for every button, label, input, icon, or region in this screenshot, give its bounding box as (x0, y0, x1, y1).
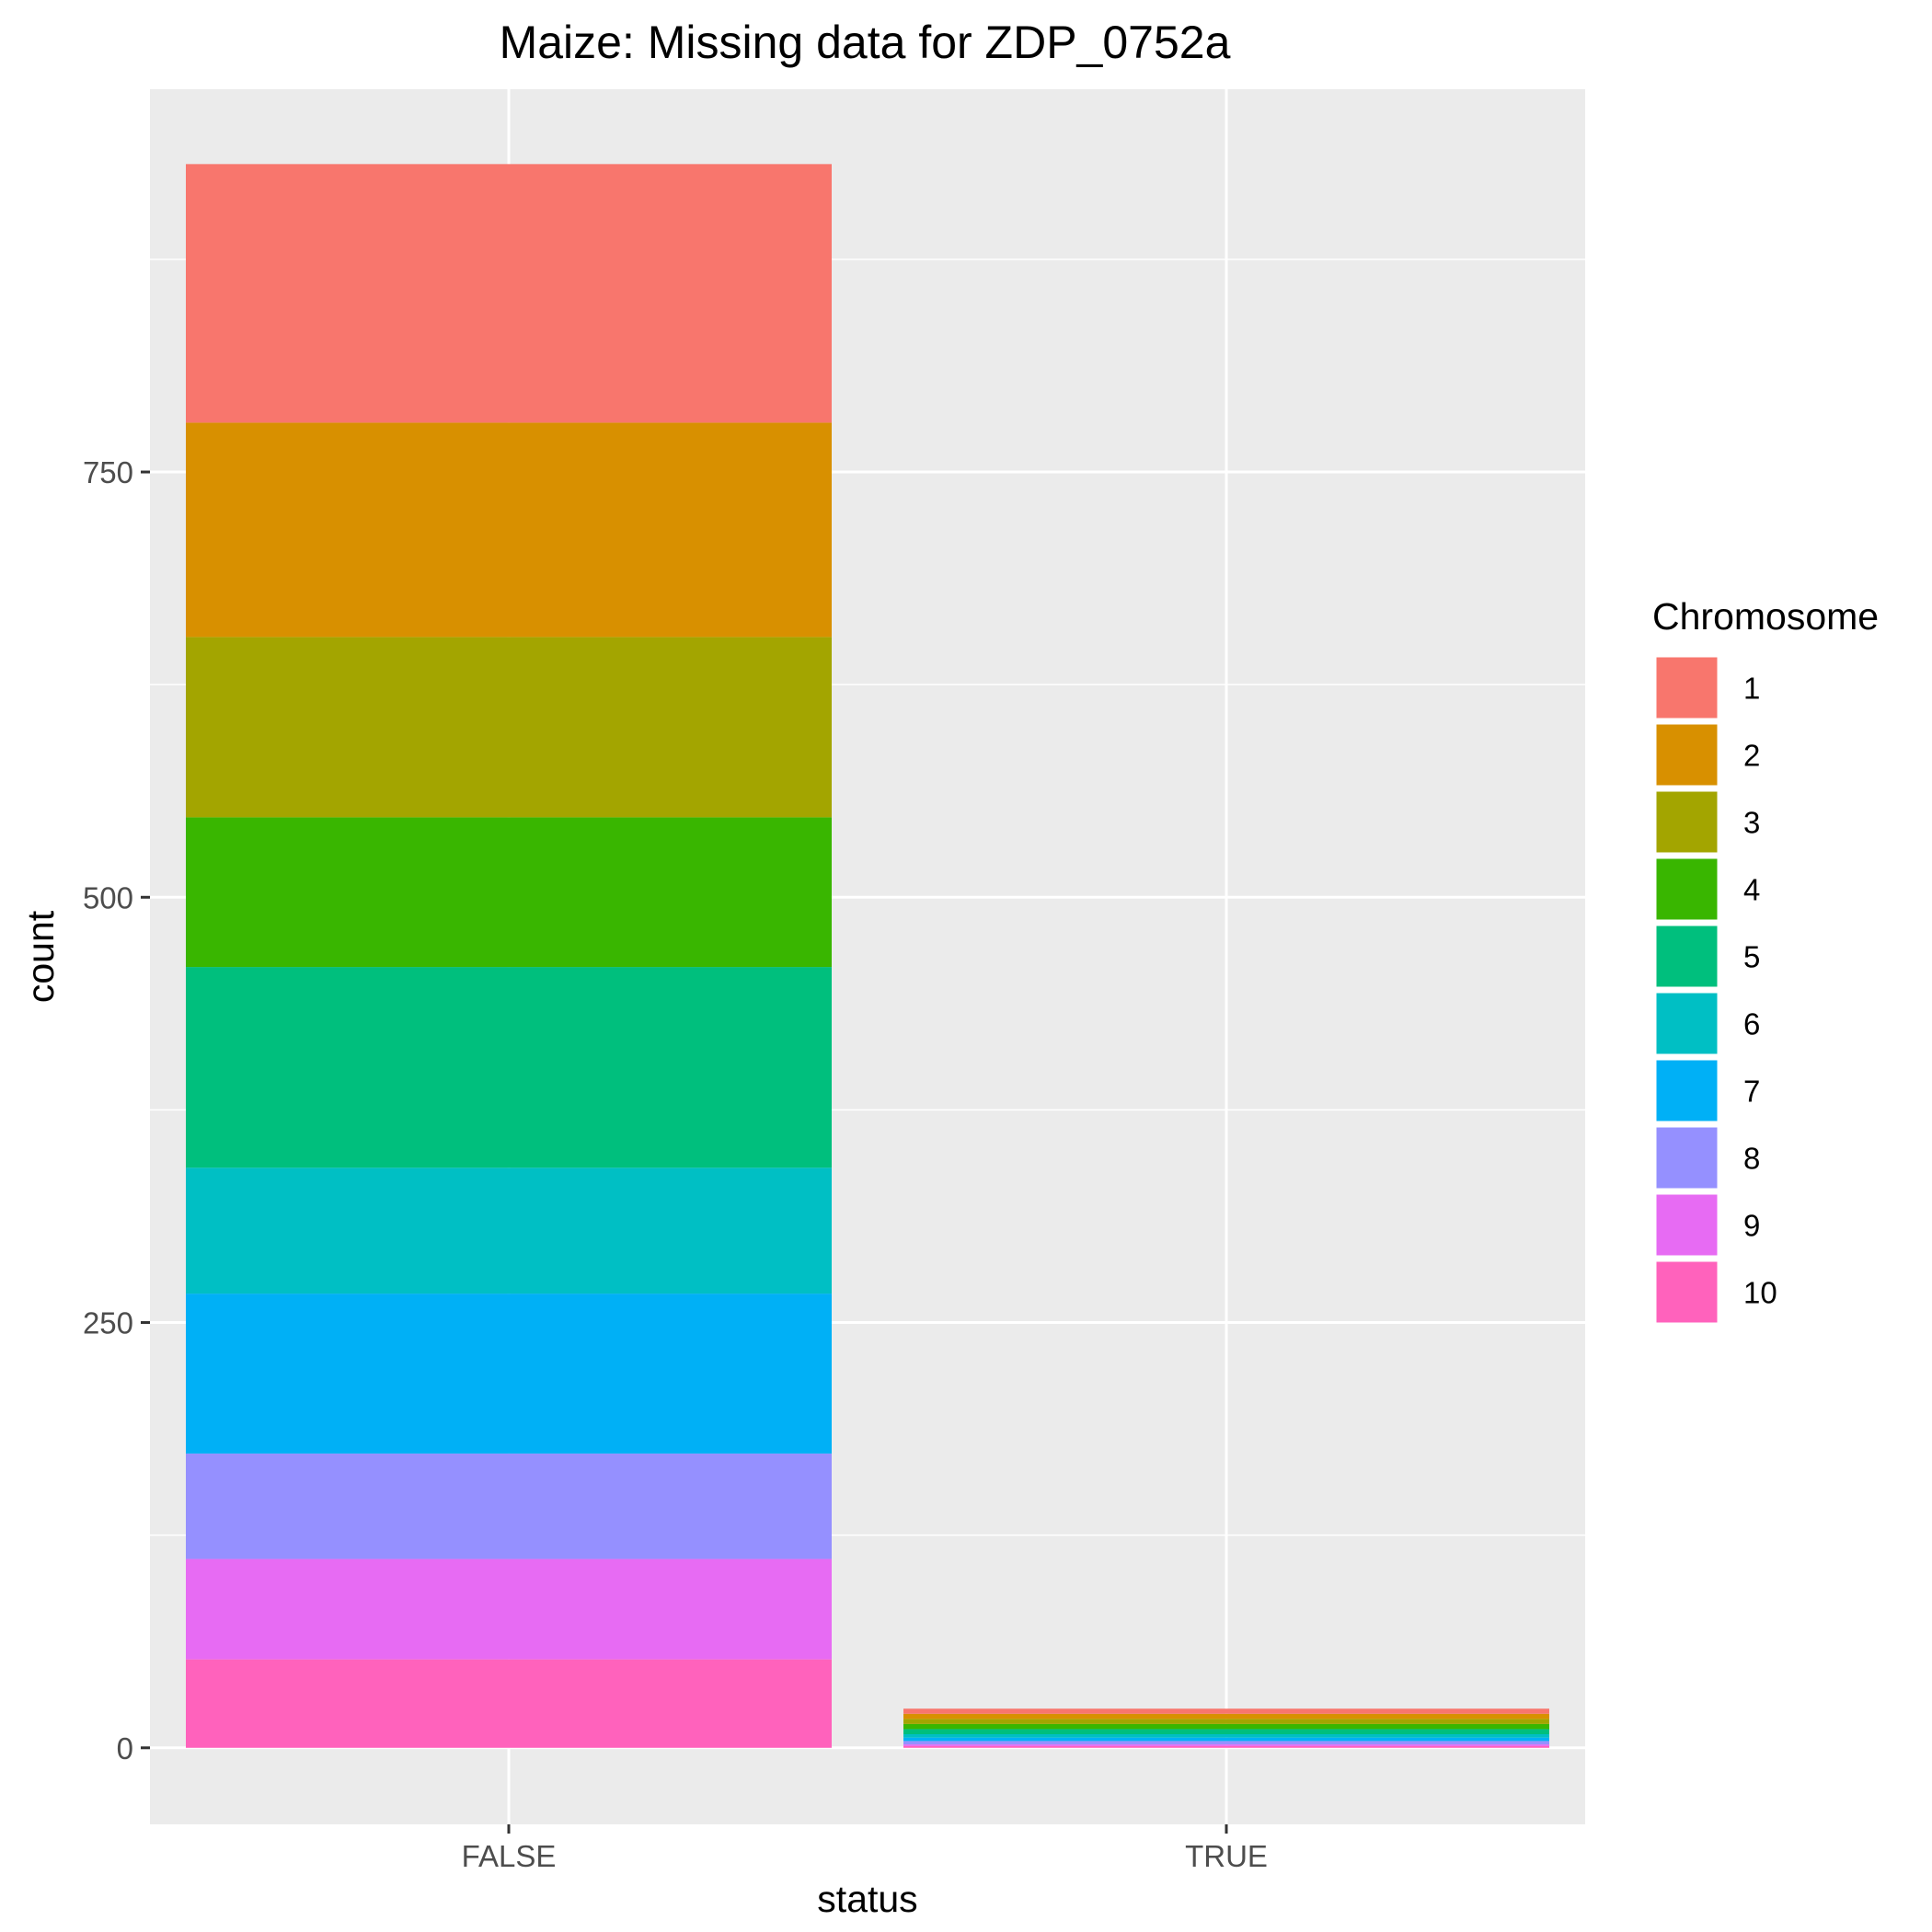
legend-label-1: 1 (1743, 672, 1760, 706)
legend-key-3 (1653, 788, 1720, 856)
bar-segment-true-chr-8 (903, 1741, 1549, 1745)
y-tick-label: 750 (83, 455, 133, 489)
legend-key-9 (1653, 1191, 1720, 1259)
bar-segment-true-chr-2 (903, 1713, 1549, 1719)
legend-label-9: 9 (1743, 1209, 1760, 1243)
legend-key-8 (1653, 1124, 1720, 1191)
legend-label-5: 5 (1743, 940, 1760, 974)
y-axis-title: count (19, 910, 62, 1003)
y-tick-label: 0 (117, 1731, 133, 1765)
bar-segment-false-chr-2 (186, 422, 832, 638)
legend-label-7: 7 (1743, 1075, 1760, 1109)
legend-label-4: 4 (1743, 873, 1760, 907)
legend-label-10: 10 (1743, 1276, 1777, 1310)
bar-segment-false-chr-10 (186, 1659, 832, 1748)
bar-segment-false-chr-7 (186, 1294, 832, 1454)
legend-key-5 (1653, 923, 1720, 990)
bar-segment-false-chr-6 (186, 1167, 832, 1294)
legend-key-10 (1653, 1259, 1720, 1326)
bar-segment-false-chr-5 (186, 967, 832, 1168)
legend-label-2: 2 (1743, 739, 1760, 773)
legend-items: 1 2 3 4 5 6 7 8 9 10 (1653, 654, 1777, 1326)
bar-segment-true-chr-6 (903, 1734, 1549, 1738)
chart-title: Maize: Missing data for ZDP_0752a (500, 17, 1231, 68)
legend-key-4 (1653, 856, 1720, 923)
bar-segment-false-chr-3 (186, 637, 832, 818)
legend: Chromosome 1 2 3 4 5 6 7 8 9 10 (1652, 595, 1879, 1326)
legend-key-2 (1653, 721, 1720, 788)
x-tick-label: FALSE (462, 1839, 557, 1873)
legend-key-1 (1653, 654, 1720, 721)
bar-segment-true-chr-3 (903, 1719, 1549, 1724)
bar-segment-true-chr-5 (903, 1729, 1549, 1735)
bar-segment-false-chr-8 (186, 1453, 832, 1559)
bar-segment-true-chr-1 (903, 1708, 1549, 1714)
bar-segment-true-chr-9 (903, 1744, 1549, 1746)
legend-label-3: 3 (1743, 806, 1760, 840)
y-tick-label: 250 (83, 1306, 133, 1340)
bar-segment-true-chr-4 (903, 1723, 1549, 1730)
legend-title: Chromosome (1652, 595, 1879, 638)
bar-segment-true-chr-7 (903, 1737, 1549, 1742)
legend-key-6 (1653, 990, 1720, 1057)
bar-stacks (186, 164, 1549, 1748)
bar-segment-false-chr-4 (186, 817, 832, 968)
legend-key-7 (1653, 1057, 1720, 1124)
bar-segment-false-chr-9 (186, 1558, 832, 1660)
x-axis-title: status (817, 1878, 917, 1920)
y-tick-label: 500 (83, 880, 133, 914)
x-axis: FALSE TRUE (462, 1824, 1268, 1873)
legend-label-6: 6 (1743, 1007, 1760, 1041)
legend-label-8: 8 (1743, 1142, 1760, 1176)
bar-segment-true-chr-10 (903, 1745, 1549, 1748)
y-axis: 0 250 500 750 (83, 455, 150, 1765)
bar-segment-false-chr-1 (186, 164, 832, 423)
x-tick-label: TRUE (1185, 1839, 1268, 1873)
